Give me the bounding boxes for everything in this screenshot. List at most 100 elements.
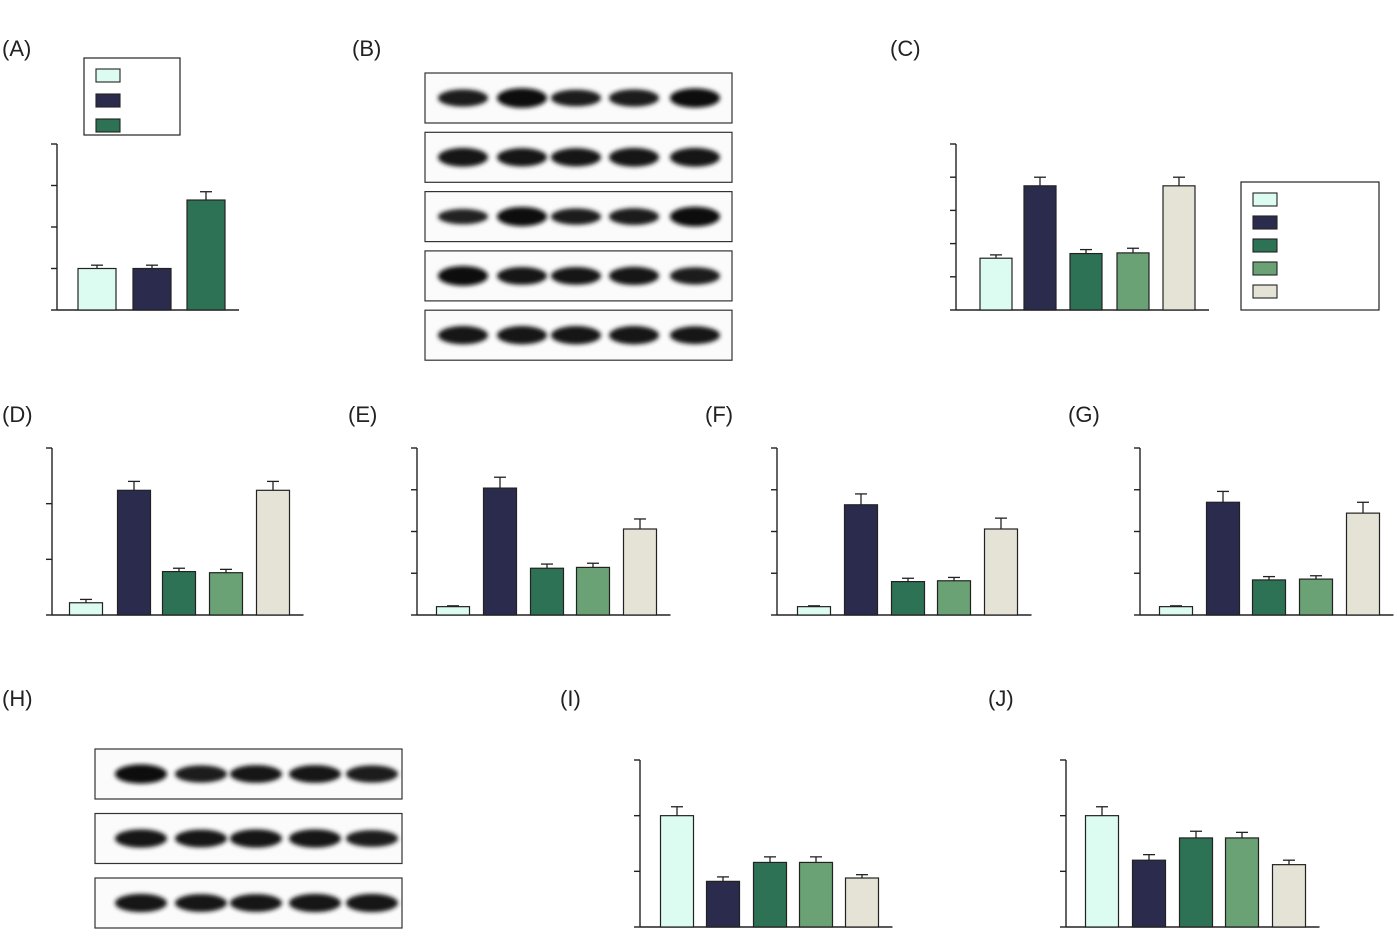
chart-panel-g — [1134, 447, 1394, 616]
protein-band — [230, 894, 282, 912]
bar-control — [435, 606, 471, 616]
bar-lut-nox4 — [1162, 185, 1196, 311]
bar-lut-nox4 — [255, 489, 291, 616]
protein-band — [551, 326, 601, 345]
bar-control — [659, 815, 695, 928]
chart-panel-d — [46, 447, 304, 616]
protein-band — [230, 829, 282, 848]
protein-band — [175, 765, 227, 783]
protein-band — [609, 89, 659, 107]
bar-control — [68, 602, 104, 616]
protein-band — [289, 829, 341, 848]
protein-band — [175, 894, 227, 912]
western-blot-b — [424, 72, 733, 361]
protein-band — [438, 266, 488, 286]
protein-band — [438, 89, 488, 107]
protein-band — [115, 893, 167, 913]
panel-label-h: (H) — [2, 686, 33, 711]
protein-band — [230, 765, 282, 783]
legend-swatch — [95, 118, 121, 133]
blot-row — [424, 191, 733, 243]
bar-cs — [705, 880, 741, 928]
bar-control — [979, 257, 1013, 311]
blot-row — [94, 812, 403, 865]
protein-band — [115, 829, 167, 848]
chart-panel-i — [634, 759, 893, 928]
protein-band — [497, 88, 547, 108]
bar-lut-nc — [1224, 837, 1260, 928]
protein-band — [438, 326, 488, 345]
protein-band — [609, 326, 659, 345]
protein-band — [438, 147, 488, 167]
protein-band — [346, 830, 398, 847]
legend-swatch — [1252, 238, 1278, 253]
bar-lut — [161, 570, 197, 616]
bar-control — [1084, 815, 1120, 928]
protein-band — [670, 206, 720, 227]
legend-a — [83, 57, 181, 136]
protein-band — [551, 208, 601, 225]
protein-band — [497, 326, 547, 345]
chart-panel-c — [950, 143, 1209, 311]
bar-lut-nox4 — [622, 528, 658, 616]
blot-row — [424, 250, 733, 302]
protein-band — [609, 147, 659, 167]
bar-control — [1158, 606, 1194, 616]
legend-swatch — [1252, 215, 1278, 230]
bar-cs — [116, 489, 152, 616]
legend-swatch — [1252, 192, 1278, 207]
bar-lut-nox4 — [983, 528, 1019, 616]
blot-row — [424, 309, 733, 361]
protein-band — [551, 266, 601, 285]
bar-lut — [1251, 579, 1287, 616]
bar-nox4 — [186, 199, 226, 311]
bar-lut-nox4 — [1345, 512, 1381, 616]
bar-cs — [1131, 859, 1167, 928]
chart-panel-f — [771, 447, 1032, 616]
protein-band — [497, 206, 547, 227]
panel-label-j: (J) — [988, 686, 1014, 711]
protein-band — [670, 147, 720, 167]
bar-lut — [1178, 837, 1214, 928]
bar-lut-nc — [936, 580, 972, 616]
blot-row — [94, 748, 403, 800]
panel-label-f: (F) — [705, 402, 733, 427]
protein-band — [438, 208, 488, 225]
blot-row — [424, 72, 733, 124]
legend-swatch — [95, 93, 121, 108]
panel-label-g: (G) — [1068, 402, 1100, 427]
chart-panel-e — [411, 447, 671, 616]
panel-label-d: (D) — [2, 402, 33, 427]
protein-band — [346, 893, 398, 913]
bar-lut — [752, 861, 788, 928]
legend-swatch — [1252, 261, 1278, 276]
protein-band — [670, 267, 720, 285]
bar-lut-nc — [208, 572, 244, 616]
chart-panel-a — [51, 143, 239, 311]
bar-lut-nc — [575, 566, 611, 616]
bar-nc — [132, 267, 172, 311]
western-blot-h — [94, 748, 403, 929]
bar-lut — [890, 580, 926, 616]
bar-lut-nc — [1116, 252, 1150, 311]
bar-lut — [1069, 252, 1103, 311]
bar-control — [796, 606, 832, 616]
bar-cs — [1023, 185, 1057, 311]
protein-band — [346, 765, 398, 783]
protein-band — [609, 208, 659, 226]
bar-lut-nc — [798, 861, 834, 928]
protein-band — [289, 765, 341, 783]
protein-band — [497, 148, 547, 167]
panel-label-c: (C) — [890, 36, 921, 61]
protein-band — [289, 893, 341, 913]
blot-row — [94, 877, 403, 929]
bar-cs — [843, 504, 879, 616]
bar-charts-layer — [46, 143, 1394, 928]
panel-label-b: (B) — [352, 36, 381, 61]
legend-swatch — [1252, 284, 1278, 299]
protein-band — [551, 89, 601, 107]
protein-band — [670, 326, 720, 345]
protein-band — [497, 266, 547, 285]
western-blots-layer — [94, 72, 733, 929]
